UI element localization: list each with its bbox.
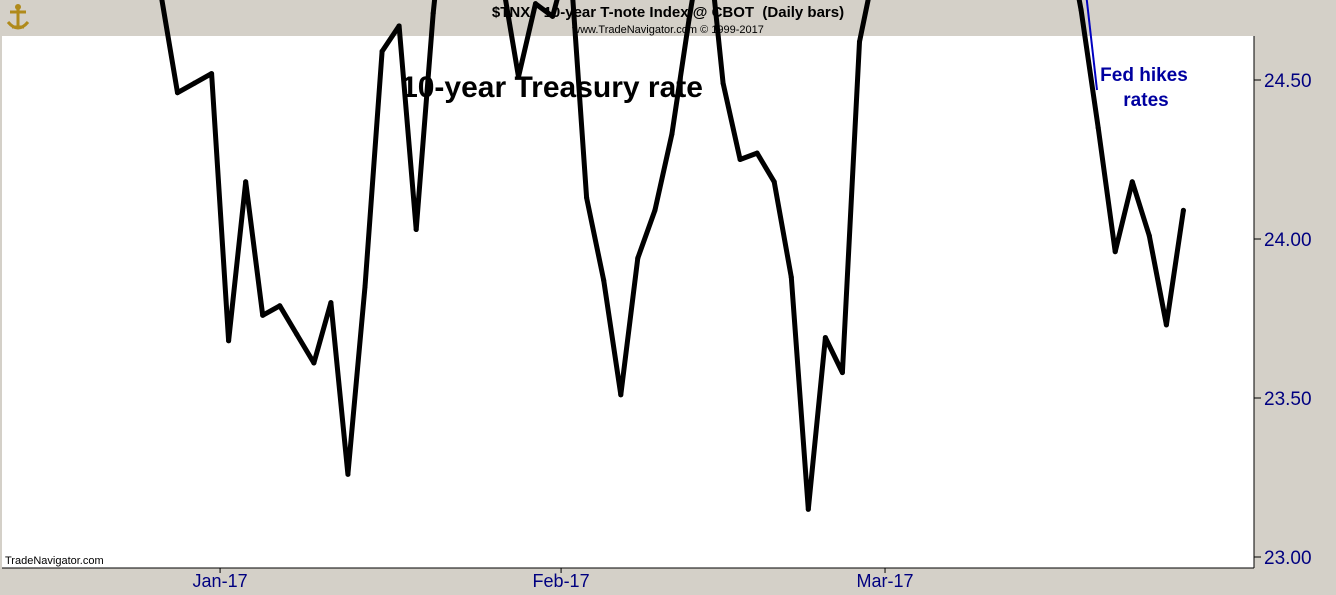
annotation-line-1: Fed hikes — [1100, 65, 1188, 86]
y-tick-label: 24.50 — [1264, 71, 1312, 92]
header-title: $TNX: 10-year T-note Index @ CBOT (Daily… — [492, 4, 844, 21]
data-point — [1163, 322, 1169, 328]
data-point — [1078, 7, 1084, 13]
data-point — [277, 303, 283, 309]
x-tick-label: Feb-17 — [533, 571, 590, 591]
data-point — [822, 335, 828, 341]
data-point — [362, 284, 368, 290]
data-point — [260, 312, 266, 318]
data-point — [174, 90, 180, 96]
annotation-line-2: rates — [1123, 90, 1168, 111]
trade-navigator-logo-icon — [4, 2, 32, 34]
data-point — [1112, 249, 1118, 255]
data-point — [1095, 125, 1101, 131]
data-point — [345, 471, 351, 477]
data-point — [430, 10, 436, 16]
y-tick-label: 24.00 — [1264, 230, 1312, 251]
annotation-fed-hikes: Fed hikes rates — [1085, 0, 1188, 111]
data-point — [771, 179, 777, 185]
chart-title: 10-year Treasury rate — [401, 71, 703, 104]
data-point — [669, 131, 675, 137]
data-point — [652, 207, 658, 213]
plot-area — [2, 36, 1254, 568]
data-point — [413, 226, 419, 232]
data-point — [754, 150, 760, 156]
data-point — [635, 255, 641, 261]
data-point — [396, 23, 402, 29]
watermark: TradeNavigator.com — [5, 555, 104, 567]
data-point — [1180, 207, 1186, 213]
data-point — [515, 74, 521, 80]
data-point — [533, 1, 538, 7]
x-tick-label: Mar-17 — [857, 571, 914, 591]
data-point — [243, 179, 249, 185]
x-tick-label: Jan-17 — [193, 571, 248, 591]
data-point — [805, 506, 811, 512]
data-point — [788, 274, 794, 280]
data-point — [737, 157, 743, 162]
data-point — [1129, 179, 1135, 185]
series-points — [174, 1, 1186, 512]
data-point — [192, 80, 197, 86]
data-point — [584, 195, 590, 201]
x-axis-ticks: Jan-17 Feb-17 Mar-17 — [193, 568, 914, 591]
data-point — [379, 48, 385, 54]
data-point — [686, 17, 692, 23]
header-subtitle: www.TradeNavigator.com © 1999-2017 — [571, 24, 764, 36]
data-point — [601, 277, 607, 283]
data-point — [294, 331, 300, 337]
data-point — [720, 80, 726, 86]
y-tick-label: 23.00 — [1264, 548, 1312, 569]
data-point — [209, 71, 215, 77]
data-point — [856, 39, 862, 45]
y-tick-label: 23.50 — [1264, 389, 1312, 410]
annotation-arrow — [1085, 0, 1098, 91]
data-point — [311, 360, 317, 366]
data-point — [328, 300, 334, 306]
data-point — [550, 13, 556, 19]
data-point — [618, 392, 624, 398]
data-point — [839, 370, 845, 376]
data-point — [1146, 233, 1152, 239]
data-point — [226, 338, 232, 344]
